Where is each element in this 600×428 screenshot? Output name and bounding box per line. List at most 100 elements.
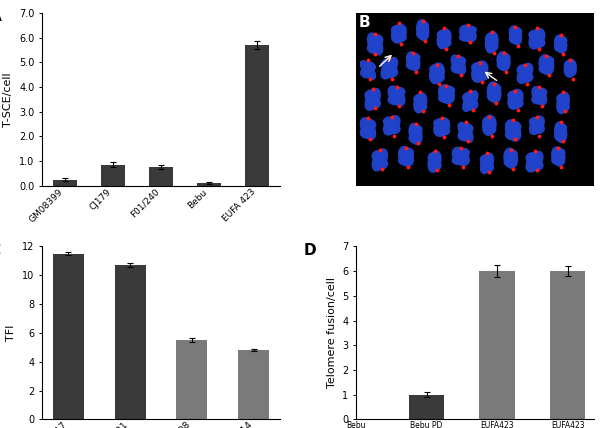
Ellipse shape xyxy=(485,32,498,53)
Ellipse shape xyxy=(556,123,566,133)
Ellipse shape xyxy=(401,148,413,157)
Ellipse shape xyxy=(482,115,496,135)
Ellipse shape xyxy=(364,119,376,129)
Ellipse shape xyxy=(387,125,400,134)
Ellipse shape xyxy=(385,68,398,77)
Ellipse shape xyxy=(521,73,533,82)
Ellipse shape xyxy=(456,149,469,157)
Ellipse shape xyxy=(529,117,541,126)
Ellipse shape xyxy=(535,88,547,97)
Ellipse shape xyxy=(488,83,500,93)
Ellipse shape xyxy=(526,152,543,172)
Ellipse shape xyxy=(539,55,554,75)
Ellipse shape xyxy=(483,117,495,126)
Ellipse shape xyxy=(532,38,545,48)
Ellipse shape xyxy=(392,26,404,34)
Ellipse shape xyxy=(439,94,452,102)
Ellipse shape xyxy=(388,95,401,104)
Bar xyxy=(409,395,444,419)
Ellipse shape xyxy=(472,61,488,82)
Ellipse shape xyxy=(365,90,377,100)
Ellipse shape xyxy=(532,95,544,104)
Ellipse shape xyxy=(434,119,448,128)
Ellipse shape xyxy=(467,101,478,110)
Ellipse shape xyxy=(439,85,454,104)
Ellipse shape xyxy=(553,149,565,157)
Ellipse shape xyxy=(460,25,476,42)
Ellipse shape xyxy=(529,29,545,49)
Ellipse shape xyxy=(497,52,510,71)
Ellipse shape xyxy=(458,122,473,142)
Ellipse shape xyxy=(430,65,443,74)
Ellipse shape xyxy=(365,62,376,71)
Y-axis label: Telomere fusion/cell: Telomere fusion/cell xyxy=(326,277,337,389)
Ellipse shape xyxy=(381,59,394,69)
Ellipse shape xyxy=(436,126,449,135)
Ellipse shape xyxy=(552,156,563,164)
Ellipse shape xyxy=(437,29,451,49)
Bar xyxy=(550,271,585,419)
Bar xyxy=(53,180,77,186)
Ellipse shape xyxy=(554,35,567,53)
Y-axis label: TFI: TFI xyxy=(7,325,16,341)
Ellipse shape xyxy=(484,125,496,134)
Ellipse shape xyxy=(365,89,380,110)
Ellipse shape xyxy=(463,91,478,111)
Ellipse shape xyxy=(487,82,501,103)
Bar xyxy=(53,254,84,419)
Ellipse shape xyxy=(485,33,497,43)
Ellipse shape xyxy=(371,35,383,45)
Ellipse shape xyxy=(483,163,494,172)
Ellipse shape xyxy=(414,93,427,113)
Bar xyxy=(197,183,221,186)
Ellipse shape xyxy=(526,153,539,162)
Ellipse shape xyxy=(517,65,529,74)
Ellipse shape xyxy=(383,116,400,135)
Ellipse shape xyxy=(474,71,488,81)
Ellipse shape xyxy=(437,30,449,39)
Ellipse shape xyxy=(418,21,428,31)
Ellipse shape xyxy=(428,152,439,162)
Ellipse shape xyxy=(498,53,510,62)
Ellipse shape xyxy=(361,69,371,78)
Ellipse shape xyxy=(557,92,569,113)
Bar xyxy=(101,165,125,186)
Ellipse shape xyxy=(417,30,428,39)
Ellipse shape xyxy=(530,116,544,134)
Ellipse shape xyxy=(407,52,420,71)
Ellipse shape xyxy=(416,20,429,41)
Ellipse shape xyxy=(517,63,533,83)
Ellipse shape xyxy=(392,24,406,43)
Ellipse shape xyxy=(367,43,380,54)
Text: A: A xyxy=(0,9,1,24)
Ellipse shape xyxy=(509,35,520,43)
Ellipse shape xyxy=(559,102,569,112)
Ellipse shape xyxy=(409,134,421,143)
Ellipse shape xyxy=(398,156,412,165)
Ellipse shape xyxy=(441,86,454,95)
Ellipse shape xyxy=(368,99,380,109)
Ellipse shape xyxy=(487,42,498,51)
Ellipse shape xyxy=(481,155,491,164)
Ellipse shape xyxy=(409,54,420,62)
Ellipse shape xyxy=(529,30,542,39)
Ellipse shape xyxy=(463,92,474,102)
Text: B: B xyxy=(358,15,370,30)
Ellipse shape xyxy=(434,118,449,137)
Ellipse shape xyxy=(392,87,405,97)
Ellipse shape xyxy=(415,102,427,111)
Ellipse shape xyxy=(452,147,469,166)
Ellipse shape xyxy=(481,153,493,174)
Ellipse shape xyxy=(541,56,554,65)
Bar xyxy=(238,350,269,419)
Ellipse shape xyxy=(463,26,476,34)
Ellipse shape xyxy=(361,61,376,79)
Ellipse shape xyxy=(452,156,466,164)
Ellipse shape xyxy=(431,73,444,82)
Ellipse shape xyxy=(372,151,385,160)
Bar xyxy=(245,45,269,186)
Ellipse shape xyxy=(361,118,376,140)
Bar xyxy=(149,167,173,186)
Ellipse shape xyxy=(565,61,575,68)
Ellipse shape xyxy=(497,61,509,69)
